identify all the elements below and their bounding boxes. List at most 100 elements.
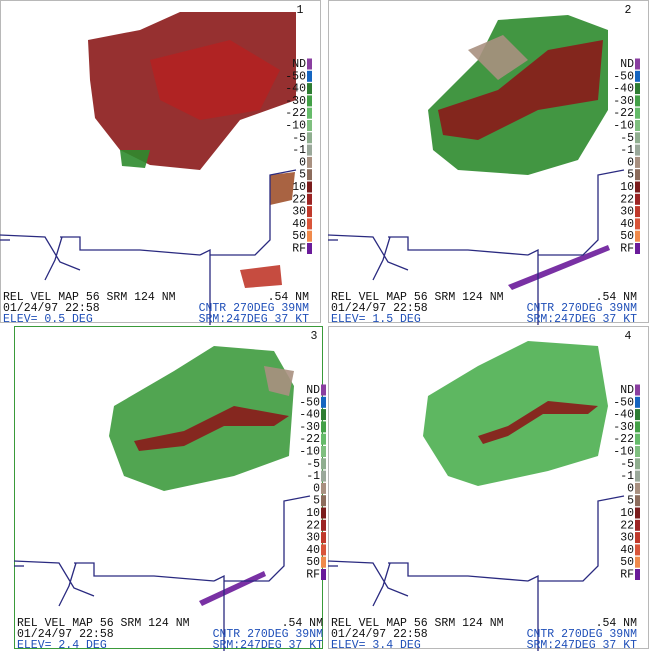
legend-label: 50 — [306, 556, 320, 569]
legend-swatch — [321, 433, 326, 445]
state-boundary — [327, 560, 409, 597]
legend-label: 5 — [299, 169, 306, 182]
legend-swatch — [321, 421, 326, 433]
legend-label: -10 — [299, 446, 320, 459]
legend-label: 50 — [620, 230, 634, 243]
state-boundary — [224, 495, 311, 582]
legend-label: -50 — [613, 396, 634, 409]
panel-border — [0, 0, 321, 323]
radar-echo — [134, 406, 289, 451]
legend-swatch — [635, 58, 640, 70]
legend-swatch — [635, 181, 640, 193]
legend-swatch — [321, 569, 326, 580]
legend-label: 30 — [292, 206, 306, 219]
legend-swatch — [635, 95, 640, 107]
radar-echo — [120, 150, 150, 168]
legend-label: -22 — [285, 107, 306, 120]
radar-echo — [423, 341, 608, 486]
panel-border — [328, 326, 649, 649]
state-boundary — [538, 169, 625, 256]
legend-label: -10 — [613, 120, 634, 133]
legend-label: 10 — [620, 507, 634, 520]
radar-echo — [240, 265, 282, 288]
legend-label: 5 — [627, 495, 634, 508]
radar-echo — [199, 571, 266, 606]
legend-label: 50 — [620, 556, 634, 569]
legend-swatch — [635, 169, 640, 181]
legend-label: 22 — [306, 519, 320, 532]
legend-swatch — [307, 132, 312, 144]
resolution: .54 NM — [596, 617, 638, 630]
legend-swatch — [635, 83, 640, 95]
legend-label: -50 — [285, 70, 306, 83]
legend-swatch — [321, 507, 326, 519]
legend-label: 0 — [627, 156, 634, 169]
legend-label: 10 — [306, 507, 320, 520]
elevation: ELEV= 2.4 DEG — [17, 639, 107, 652]
state-boundary — [527, 574, 539, 651]
legend-label: -10 — [613, 446, 634, 459]
datetime: 01/24/97 22:58 — [331, 302, 428, 315]
legend-swatch — [321, 470, 326, 482]
legend-label: -40 — [299, 409, 320, 422]
legend-swatch — [321, 482, 326, 494]
legend-swatch — [635, 433, 640, 445]
product-line: REL VEL MAP 56 SRM 124 NM — [3, 291, 176, 304]
legend-swatch — [635, 458, 640, 470]
legend-label: RF — [620, 243, 634, 256]
legend-label: -1 — [292, 144, 306, 157]
legend-label: ND — [620, 58, 634, 71]
legend-label: -40 — [285, 83, 306, 96]
resolution: .54 NM — [268, 291, 310, 304]
legend-swatch — [321, 495, 326, 507]
legend-swatch — [307, 120, 312, 131]
legend-label: 22 — [620, 193, 634, 206]
state-boundary — [527, 248, 539, 325]
legend-swatch — [635, 144, 640, 156]
storm-motion: SRM:247DEG 37 KT — [213, 639, 324, 652]
legend-label: -1 — [620, 144, 634, 157]
radar-echo — [468, 35, 528, 80]
legend-swatch — [635, 495, 640, 507]
legend-swatch — [307, 206, 312, 218]
legend-swatch — [635, 446, 640, 457]
panel-number: 2 — [625, 4, 632, 17]
legend-swatch — [635, 193, 640, 205]
legend-swatch — [635, 230, 640, 242]
legend-swatch — [321, 396, 326, 408]
center: CNTR 270DEG 39NM — [527, 628, 638, 641]
legend-label: 10 — [620, 181, 634, 194]
product-line: REL VEL MAP 56 SRM 124 NM — [331, 617, 504, 630]
legend-swatch — [321, 384, 326, 396]
legend-label: 0 — [313, 482, 320, 495]
radar-panel: 1ND-50-40-30-22-10-5-1051022304050RFREL … — [0, 0, 321, 326]
panel-number: 4 — [625, 330, 632, 343]
legend-swatch — [635, 470, 640, 482]
center: CNTR 270DEG 39NM — [213, 628, 324, 641]
legend-swatch — [321, 519, 326, 531]
radar-panel: 2ND-50-40-30-22-10-5-1051022304050RFREL … — [327, 0, 649, 326]
elevation: ELEV= 3.4 DEG — [331, 639, 421, 652]
product-line: REL VEL MAP 56 SRM 124 NM — [17, 617, 190, 630]
state-boundary — [0, 234, 81, 271]
legend-label: -22 — [613, 433, 634, 446]
legend-swatch — [635, 243, 640, 254]
legend-swatch — [321, 532, 326, 544]
legend-swatch — [321, 544, 326, 556]
legend-swatch — [307, 243, 312, 254]
legend-label: RF — [306, 569, 320, 582]
radar-panel: 4ND-50-40-30-22-10-5-1051022304050RFREL … — [327, 326, 649, 652]
radar-echo — [150, 40, 280, 120]
legend-label: ND — [292, 58, 306, 71]
legend-label: 40 — [292, 218, 306, 231]
legend-label: 40 — [306, 544, 320, 557]
datetime: 01/24/97 22:58 — [3, 302, 100, 315]
legend-label: 50 — [292, 230, 306, 243]
legend-swatch — [635, 132, 640, 144]
state-boundary — [388, 562, 529, 582]
legend-label: 40 — [620, 218, 634, 231]
state-boundary — [372, 562, 391, 607]
legend-swatch — [635, 482, 640, 494]
legend-swatch — [321, 409, 326, 421]
center: CNTR 270DEG 39NM — [527, 302, 638, 315]
